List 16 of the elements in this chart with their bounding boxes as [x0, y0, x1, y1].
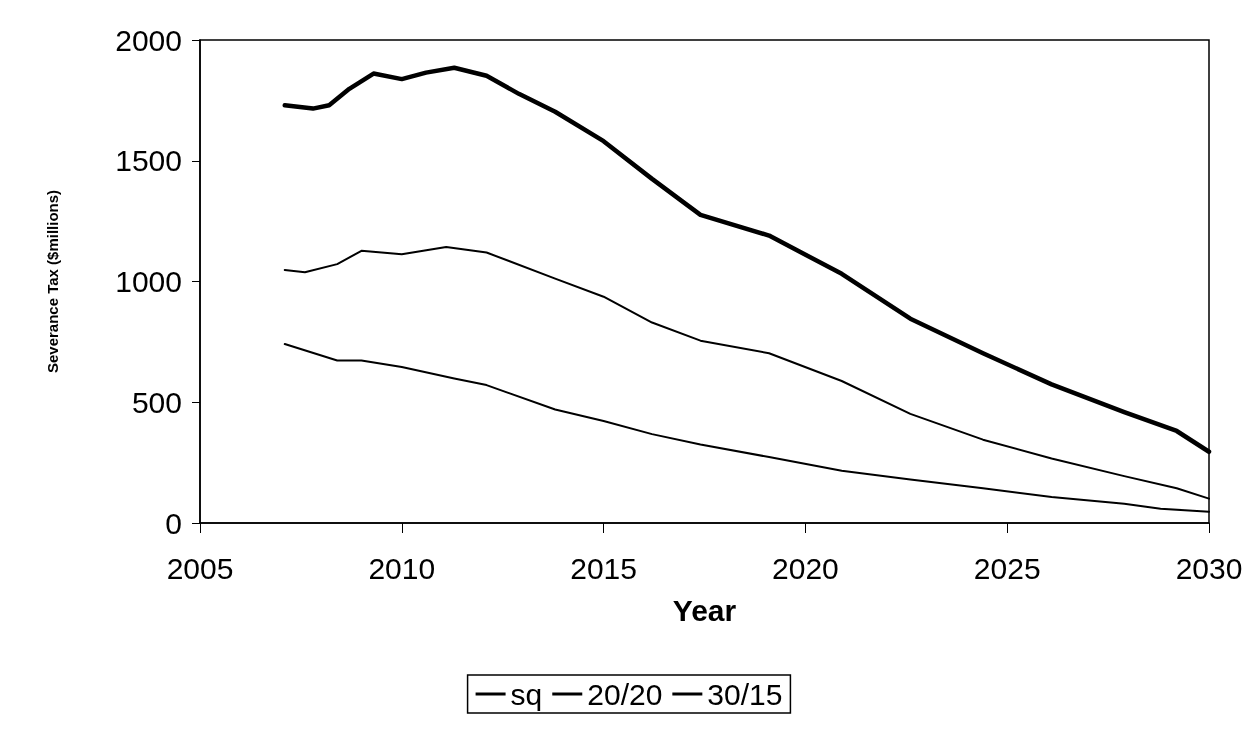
- x-tick-label: 2005: [166, 551, 234, 585]
- x-tick-label: 2030: [1175, 551, 1243, 585]
- y-tick-label: 2000: [115, 23, 182, 57]
- legend-label: sq: [510, 677, 543, 711]
- y-tick-label: 1500: [115, 144, 182, 178]
- legend-label: 30/15: [707, 677, 783, 711]
- y-axis-title: Severance Tax ($millions): [44, 189, 61, 374]
- y-tick-label: 0: [165, 506, 182, 540]
- legend-label: 20/20: [587, 677, 663, 711]
- x-tick-label: 2015: [570, 551, 637, 585]
- x-tick-label: 2010: [368, 551, 436, 585]
- y-tick-label: 500: [131, 385, 182, 419]
- y-tick-label: 1000: [115, 265, 182, 298]
- x-tick-label: 2020: [772, 551, 839, 585]
- x-tick-label: 2025: [973, 551, 1041, 585]
- x-axis-title: Year: [672, 593, 737, 627]
